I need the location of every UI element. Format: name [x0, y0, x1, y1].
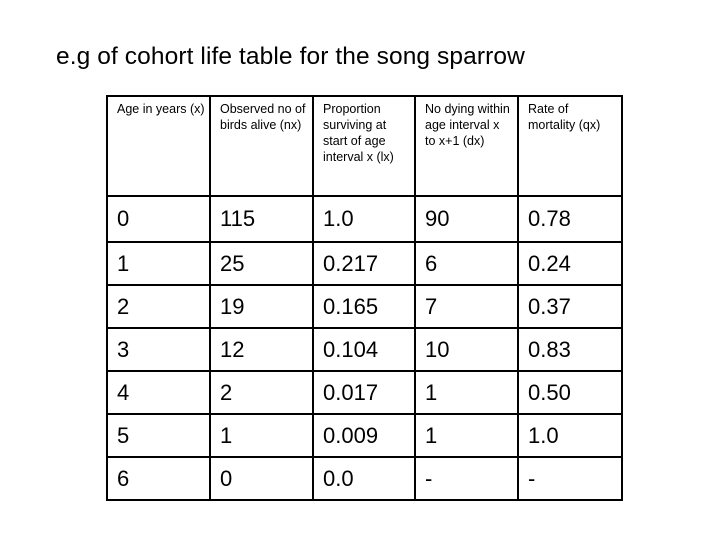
cell-observed-alive: 25 — [209, 241, 314, 286]
cell-number-dying: 1 — [414, 370, 519, 415]
cell-proportion-surviving: 0.017 — [312, 370, 416, 415]
cell-mortality-rate: 0.37 — [517, 284, 623, 329]
cell-proportion-surviving: 0.217 — [312, 241, 416, 286]
cell-age: 6 — [106, 456, 211, 501]
cell-number-dying: 7 — [414, 284, 519, 329]
slide-title: e.g of cohort life table for the song sp… — [56, 43, 525, 70]
table-row: 3 12 0.104 10 0.83 — [106, 327, 623, 372]
cell-proportion-surviving: 0.104 — [312, 327, 416, 372]
cell-mortality-rate: 0.24 — [517, 241, 623, 286]
cell-mortality-rate: - — [517, 456, 623, 501]
header-number-dying: No dying within age interval x to x+1 (d… — [414, 95, 519, 197]
cell-age: 3 — [106, 327, 211, 372]
cell-proportion-surviving: 1.0 — [312, 195, 416, 243]
cell-age: 1 — [106, 241, 211, 286]
header-age: Age in years (x) — [106, 95, 211, 197]
cell-age: 5 — [106, 413, 211, 458]
table-row: 6 0 0.0 - - — [106, 456, 623, 501]
cell-number-dying: 90 — [414, 195, 519, 243]
cell-number-dying: 10 — [414, 327, 519, 372]
cell-proportion-surviving: 0.0 — [312, 456, 416, 501]
cell-proportion-surviving: 0.009 — [312, 413, 416, 458]
cell-number-dying: - — [414, 456, 519, 501]
cell-mortality-rate: 0.50 — [517, 370, 623, 415]
cell-mortality-rate: 0.83 — [517, 327, 623, 372]
cell-age: 2 — [106, 284, 211, 329]
header-row: Age in years (x) Observed no of birds al… — [106, 95, 623, 197]
cell-observed-alive: 115 — [209, 195, 314, 243]
cell-observed-alive: 19 — [209, 284, 314, 329]
cell-observed-alive: 12 — [209, 327, 314, 372]
cell-mortality-rate: 1.0 — [517, 413, 623, 458]
table-row: 4 2 0.017 1 0.50 — [106, 370, 623, 415]
cell-age: 4 — [106, 370, 211, 415]
cell-number-dying: 6 — [414, 241, 519, 286]
table-row: 1 25 0.217 6 0.24 — [106, 241, 623, 286]
cell-observed-alive: 2 — [209, 370, 314, 415]
cell-observed-alive: 1 — [209, 413, 314, 458]
cell-age: 0 — [106, 195, 211, 243]
header-mortality-rate: Rate of mortality (qx) — [517, 95, 623, 197]
cell-number-dying: 1 — [414, 413, 519, 458]
life-table: Age in years (x) Observed no of birds al… — [106, 95, 623, 501]
header-observed-alive: Observed no of birds alive (nx) — [209, 95, 314, 197]
cell-proportion-surviving: 0.165 — [312, 284, 416, 329]
cell-mortality-rate: 0.78 — [517, 195, 623, 243]
table-row: 0 115 1.0 90 0.78 — [106, 195, 623, 243]
table-row: 2 19 0.165 7 0.37 — [106, 284, 623, 329]
header-proportion-surviving: Proportion surviving at start of age int… — [312, 95, 416, 197]
table-row: 5 1 0.009 1 1.0 — [106, 413, 623, 458]
cell-observed-alive: 0 — [209, 456, 314, 501]
